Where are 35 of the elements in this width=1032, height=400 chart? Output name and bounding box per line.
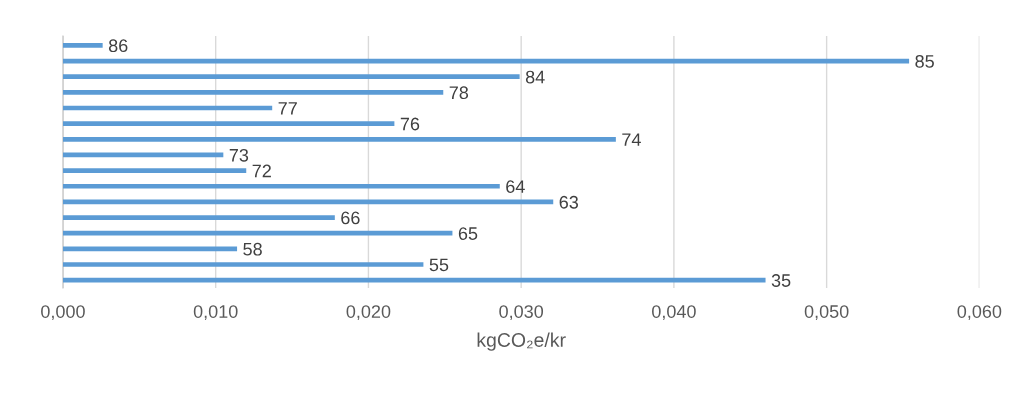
bar	[62, 121, 395, 126]
y-tick-label: 77	[278, 102, 297, 115]
bar	[62, 183, 500, 189]
bar	[62, 43, 103, 48]
y-tick-label: 72	[252, 164, 271, 178]
x-tick-label: 0,030	[499, 305, 544, 321]
y-tick-label: 66	[341, 211, 360, 225]
y-tick-label: 64	[506, 180, 525, 193]
bar	[62, 262, 424, 267]
y-tick-label: 74	[622, 133, 641, 146]
x-tick-label: 0,050	[804, 305, 849, 321]
x-tick-label: 0,010	[193, 305, 238, 321]
bar	[62, 215, 335, 220]
y-tick-label: 76	[400, 117, 420, 131]
x-tick-label: 0,060	[957, 305, 1002, 321]
y-tick-label: 65	[458, 227, 478, 240]
x-tick-label: 0,020	[346, 305, 391, 321]
y-tick-label: 58	[243, 242, 262, 256]
bar	[62, 74, 520, 80]
y-tick-label: 73	[229, 148, 249, 162]
bar	[62, 90, 444, 95]
bar	[62, 168, 247, 173]
bar	[62, 136, 616, 142]
bar	[62, 277, 766, 283]
x-tick-label: 0,000	[41, 305, 85, 321]
y-tick-label: 86	[108, 39, 128, 53]
x-tick-label: 0,040	[652, 305, 696, 321]
y-tick-label: 55	[429, 258, 449, 272]
bar	[62, 230, 453, 236]
y-tick-label: 84	[525, 70, 545, 84]
y-tick-label: 78	[449, 86, 469, 100]
y-tick-label: 85	[915, 54, 934, 68]
y-tick-label: 35	[771, 274, 791, 287]
y-tick-label: 63	[559, 195, 579, 209]
x-axis-title: kgCO₂e/kr	[477, 332, 566, 351]
